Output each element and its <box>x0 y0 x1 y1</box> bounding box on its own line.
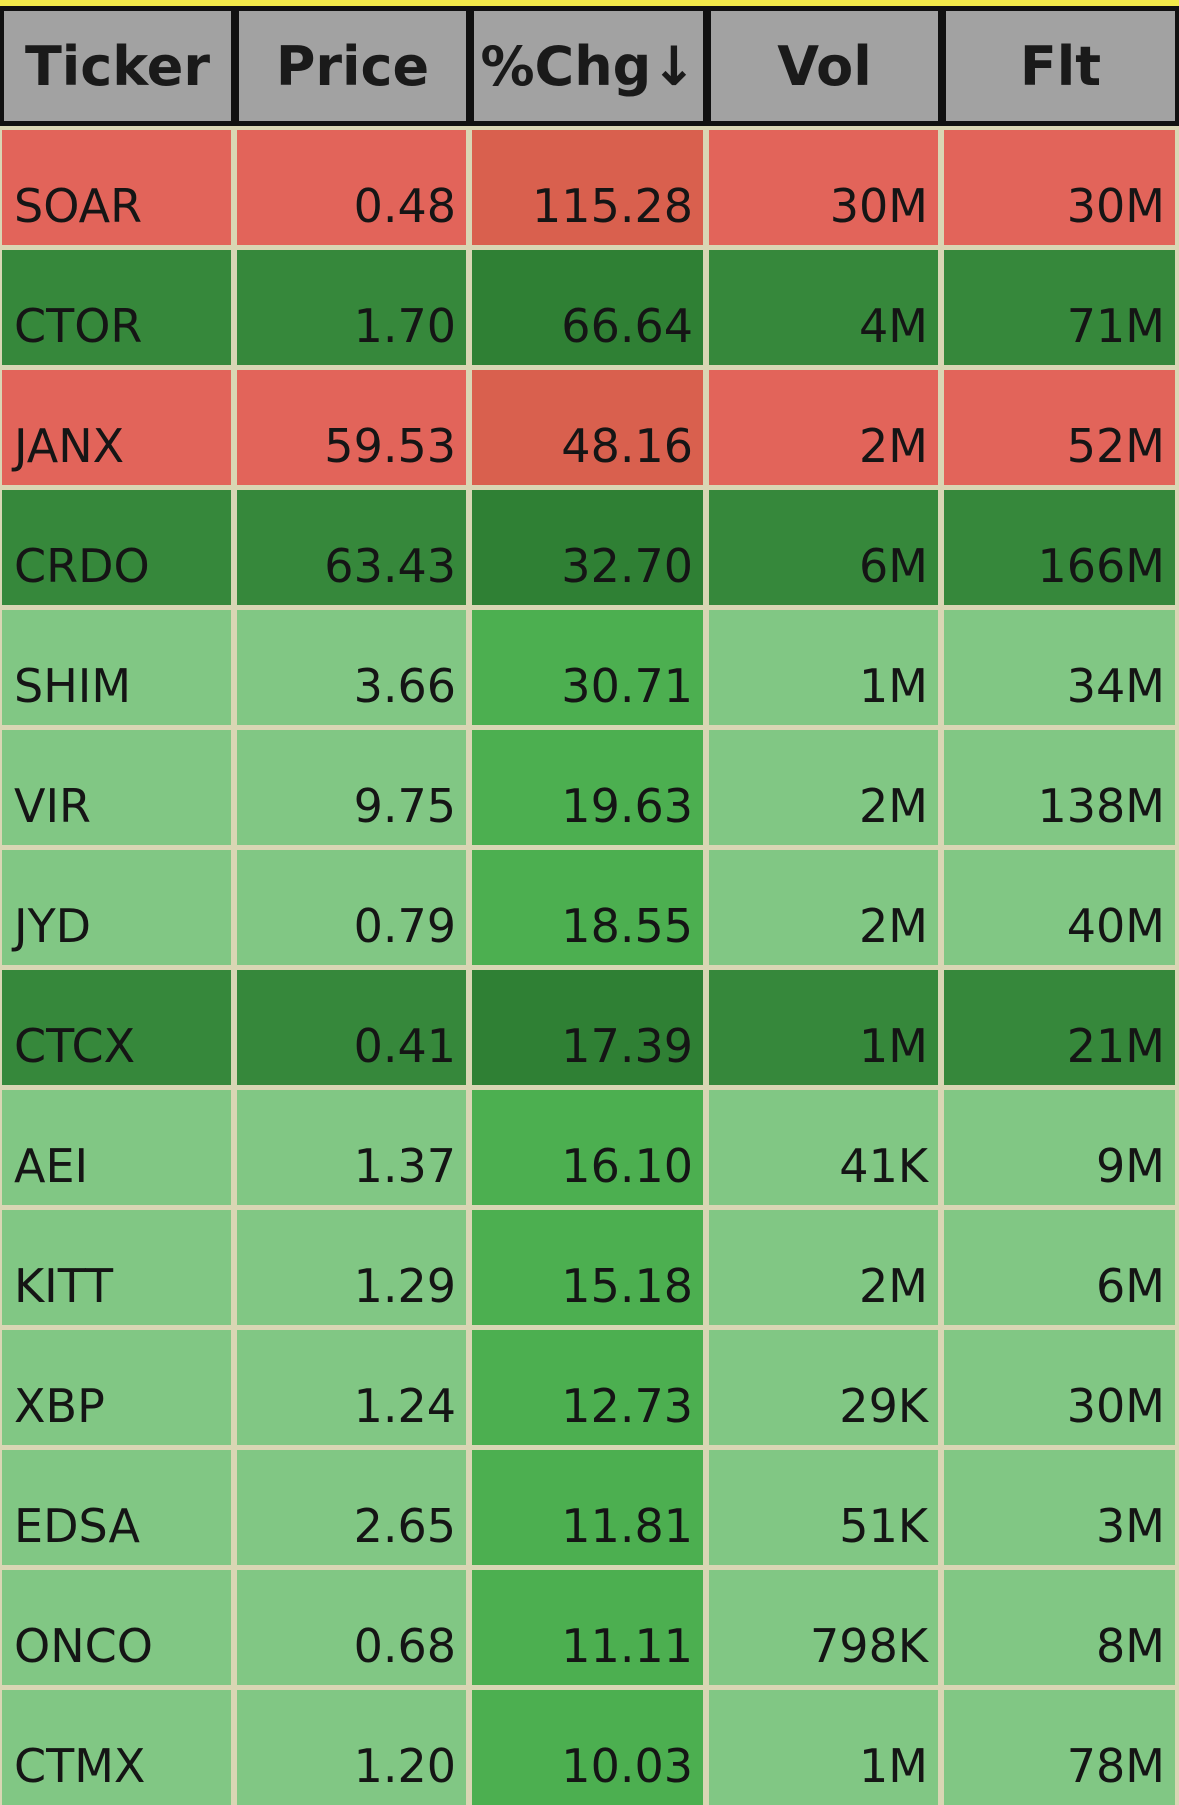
table-cell: 138M <box>944 730 1175 845</box>
table-cell: VIR <box>2 730 231 845</box>
table-cell: JANX <box>2 370 231 485</box>
table-cell: 0.68 <box>237 1570 466 1685</box>
table-row: AEI 1.37 16.10 41K 9M <box>0 1090 1179 1205</box>
table-cell: CTMX <box>2 1690 231 1805</box>
table-cell: 17.39 <box>472 970 703 1085</box>
table-row: CTMX 1.20 10.03 1M 78M <box>0 1690 1179 1805</box>
table-cell: 0.48 <box>237 130 466 245</box>
table-cell: 10.03 <box>472 1690 703 1805</box>
table-cell: 30M <box>944 1330 1175 1445</box>
table-cell: 12.73 <box>472 1330 703 1445</box>
table-cell: 1.24 <box>237 1330 466 1445</box>
table-cell: 3M <box>944 1450 1175 1565</box>
table-cell: 4M <box>709 250 938 365</box>
table-cell: 9.75 <box>237 730 466 845</box>
table-cell: 2M <box>709 1210 938 1325</box>
table-cell: 1M <box>709 610 938 725</box>
top-bar <box>0 0 1179 6</box>
table-cell: 166M <box>944 490 1175 605</box>
header-cell: Vol <box>711 11 938 121</box>
table-cell: 40M <box>944 850 1175 965</box>
table-cell: XBP <box>2 1330 231 1445</box>
table-row: CRDO 63.43 32.70 6M 166M <box>0 490 1179 605</box>
table-cell: 15.18 <box>472 1210 703 1325</box>
table-cell: 1M <box>709 1690 938 1805</box>
table-cell: 2M <box>709 370 938 485</box>
table-cell: CRDO <box>2 490 231 605</box>
header-cell: %Chg↓ <box>474 11 703 121</box>
table-row: JYD 0.79 18.55 2M 40M <box>0 850 1179 965</box>
table-cell: AEI <box>2 1090 231 1205</box>
table-cell: CTCX <box>2 970 231 1085</box>
table-cell: KITT <box>2 1210 231 1325</box>
table-cell: 11.81 <box>472 1450 703 1565</box>
table-cell: 71M <box>944 250 1175 365</box>
table-cell: 19.63 <box>472 730 703 845</box>
table-cell: 51K <box>709 1450 938 1565</box>
table-row: XBP 1.24 12.73 29K 30M <box>0 1330 1179 1445</box>
table-cell: 52M <box>944 370 1175 485</box>
header-cell: Flt <box>946 11 1175 121</box>
header-cell: Price <box>239 11 466 121</box>
table-cell: ONCO <box>2 1570 231 1685</box>
table-row: SHIM 3.66 30.71 1M 34M <box>0 610 1179 725</box>
table-cell: 8M <box>944 1570 1175 1685</box>
table-cell: 11.11 <box>472 1570 703 1685</box>
table-row: ONCO 0.68 11.11 798K 8M <box>0 1570 1179 1685</box>
table-row: SOAR 0.48 115.28 30M 30M <box>0 130 1179 245</box>
table-row: KITT 1.29 15.18 2M 6M <box>0 1210 1179 1325</box>
table-cell: 9M <box>944 1090 1175 1205</box>
table-cell: 66.64 <box>472 250 703 365</box>
table-cell: 32.70 <box>472 490 703 605</box>
table-header: Ticker Price %Chg↓ Vol Flt <box>0 6 1179 126</box>
table-cell: 16.10 <box>472 1090 703 1205</box>
table-cell: 115.28 <box>472 130 703 245</box>
table-cell: 1.37 <box>237 1090 466 1205</box>
table-cell: SOAR <box>2 130 231 245</box>
table-cell: 59.53 <box>237 370 466 485</box>
table-cell: 41K <box>709 1090 938 1205</box>
table-cell: 30M <box>709 130 938 245</box>
table-cell: 1.70 <box>237 250 466 365</box>
header-cell: Ticker <box>4 11 231 121</box>
table-cell: 1.20 <box>237 1690 466 1805</box>
table-row: CTCX 0.41 17.39 1M 21M <box>0 970 1179 1085</box>
table-cell: 18.55 <box>472 850 703 965</box>
table-cell: 30M <box>944 130 1175 245</box>
table-cell: 6M <box>944 1210 1175 1325</box>
table-cell: 2M <box>709 850 938 965</box>
table-cell: 2M <box>709 730 938 845</box>
table-cell: 1.29 <box>237 1210 466 1325</box>
table-cell: 21M <box>944 970 1175 1085</box>
table-cell: 29K <box>709 1330 938 1445</box>
table-cell: 1M <box>709 970 938 1085</box>
table-cell: 0.79 <box>237 850 466 965</box>
table-cell: SHIM <box>2 610 231 725</box>
table-row: JANX 59.53 48.16 2M 52M <box>0 370 1179 485</box>
table-row: CTOR 1.70 66.64 4M 71M <box>0 250 1179 365</box>
table-cell: 2.65 <box>237 1450 466 1565</box>
table-cell: CTOR <box>2 250 231 365</box>
table-row: VIR 9.75 19.63 2M 138M <box>0 730 1179 845</box>
table-cell: 34M <box>944 610 1175 725</box>
table-cell: 63.43 <box>237 490 466 605</box>
table-cell: 6M <box>709 490 938 605</box>
table-cell: EDSA <box>2 1450 231 1565</box>
table-cell: 78M <box>944 1690 1175 1805</box>
table-cell: 0.41 <box>237 970 466 1085</box>
table-cell: JYD <box>2 850 231 965</box>
table-cell: 48.16 <box>472 370 703 485</box>
table-row: EDSA 2.65 11.81 51K 3M <box>0 1450 1179 1565</box>
table-cell: 30.71 <box>472 610 703 725</box>
table-cell: 3.66 <box>237 610 466 725</box>
table-cell: 798K <box>709 1570 938 1685</box>
